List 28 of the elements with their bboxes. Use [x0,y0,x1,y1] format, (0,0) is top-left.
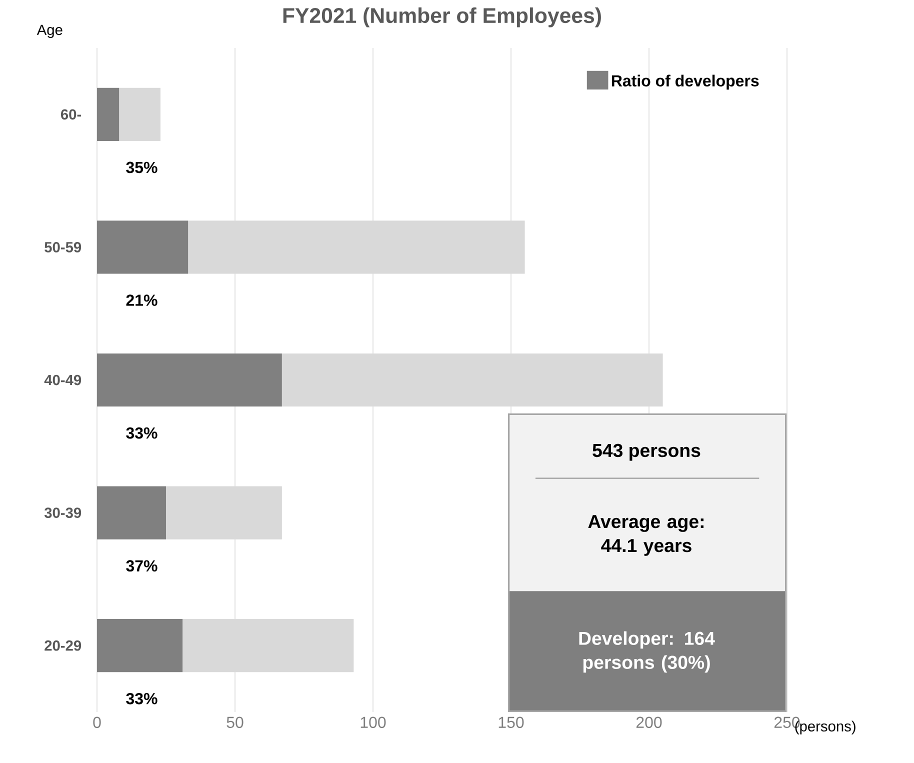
x-tick-label: 100 [360,716,386,728]
bar [282,353,663,407]
annotation: 37% [126,560,158,572]
bar [119,88,160,141]
y-tick-label: 20-29 [44,640,82,651]
bar [166,486,282,540]
chart-title: FY2021 (Number of Employees) [283,7,601,28]
y-tick-label: 40-49 [44,374,82,386]
annotation: 33% [126,692,158,704]
bar [97,619,183,672]
bar [182,619,354,672]
y-axis-title: Age [36,24,62,38]
x-tick-label: 200 [636,716,662,728]
bar [97,353,282,407]
y-tick-label: 60- [60,109,82,120]
annotation: 33% [126,427,158,439]
bar [188,220,525,274]
bar [97,220,188,274]
bar [97,88,120,141]
x-tick-label: 50 [226,716,244,728]
legend-label: Ratio of developers [612,74,759,90]
x-tick-label: 150 [498,716,524,728]
y-tick-label: 50-59 [44,242,82,252]
y-tick-label: 30-39 [44,508,82,518]
annotation: 35% [126,162,158,174]
annotation: 21% [126,294,158,306]
bar [97,486,166,540]
x-tick-label: 0 [93,716,101,728]
